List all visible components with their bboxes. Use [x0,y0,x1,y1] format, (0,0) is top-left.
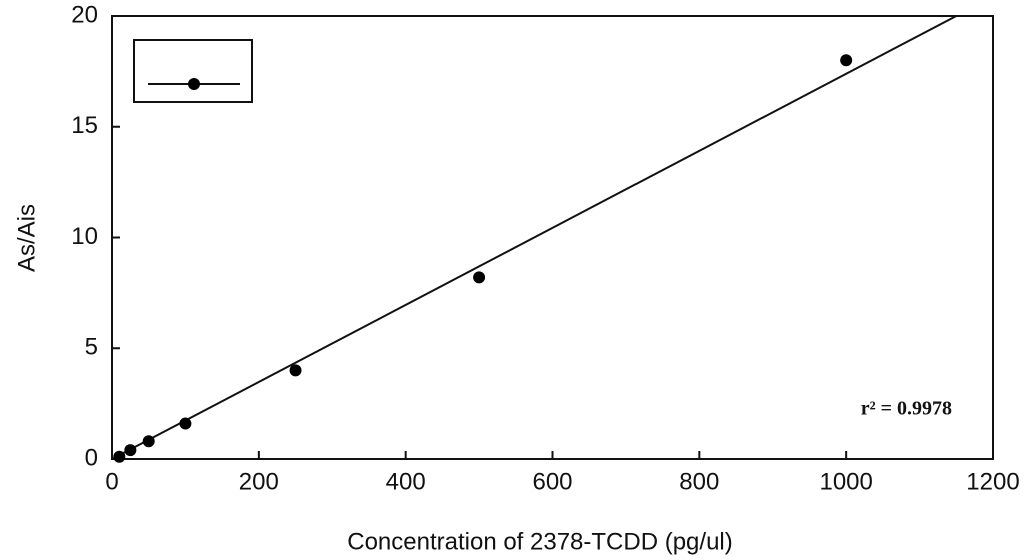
y-tick-label: 0 [85,444,98,471]
data-point [473,271,486,284]
legend-box [133,39,253,103]
legend-marker [188,78,200,90]
data-point [289,364,302,377]
data-point [142,435,155,448]
y-tick-label: 20 [71,1,98,28]
y-axis-label: As/Ais [13,204,40,272]
x-tick-label: 400 [386,468,426,495]
y-tick-label: 10 [71,223,98,250]
data-point [179,417,192,430]
x-tick-label: 1200 [966,468,1019,495]
x-tick-label: 200 [239,468,279,495]
data-point [113,450,126,463]
x-axis-label: Concentration of 2378-TCDD (pg/ul) [347,528,733,555]
data-point [124,444,137,457]
x-tick-label: 600 [532,468,572,495]
y-tick-label: 5 [85,334,98,361]
fit-line [111,15,957,460]
x-tick-label: 0 [105,468,118,495]
y-tick-label: 15 [71,112,98,139]
x-tick-label: 1000 [819,468,872,495]
annotation: r² = 0.9978 [861,398,952,420]
data-point [840,54,853,67]
x-tick-label: 800 [679,468,719,495]
